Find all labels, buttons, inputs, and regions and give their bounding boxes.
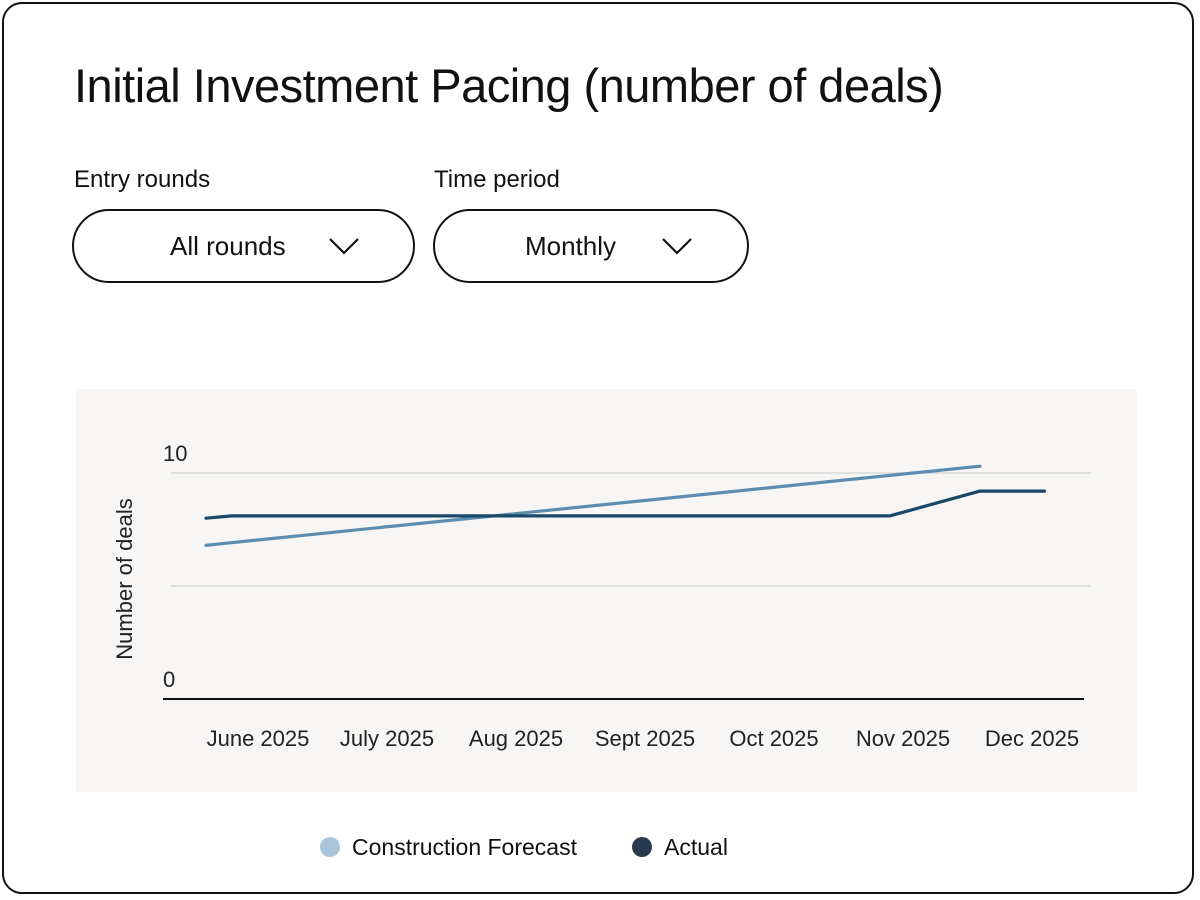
legend-swatch	[632, 837, 652, 857]
line-chart: 0 10 Number of deals June 2025 July 2025 Aug …	[112, 441, 1091, 751]
x-tick-label: June 2025	[207, 726, 310, 751]
y-tick-label: 0	[163, 667, 175, 692]
entry-rounds-dropdown[interactable]: All rounds	[72, 209, 415, 283]
time-period-value: Monthly	[525, 231, 617, 261]
x-tick-label: Aug 2025	[469, 726, 563, 751]
legend-label: Construction Forecast	[352, 834, 577, 860]
legend-label: Actual	[664, 834, 728, 860]
x-tick-label: Dec 2025	[985, 726, 1079, 751]
time-period-label: Time period	[434, 166, 560, 193]
y-tick-label: 10	[163, 441, 187, 466]
series-line-construction-forecast	[204, 464, 982, 547]
legend-swatch	[320, 837, 340, 857]
entry-rounds-label: Entry rounds	[74, 166, 211, 193]
plot-area: 0 10 Number of deals June 2025 July 2025 Aug …	[76, 389, 1137, 792]
chevron-down-icon	[329, 238, 359, 255]
x-tick-label: July 2025	[340, 726, 434, 751]
chevron-down-icon	[662, 238, 692, 255]
page-title: Initial Investment Pacing (number of dea…	[74, 59, 944, 112]
entry-rounds-value: All rounds	[170, 231, 286, 261]
series-line-actual	[204, 489, 1047, 520]
y-axis-label: Number of deals	[112, 498, 137, 659]
time-period-dropdown[interactable]: Monthly	[433, 209, 749, 283]
x-tick-label: Nov 2025	[856, 726, 950, 751]
x-tick-label: Sept 2025	[595, 726, 695, 751]
x-tick-label: Oct 2025	[729, 726, 818, 751]
